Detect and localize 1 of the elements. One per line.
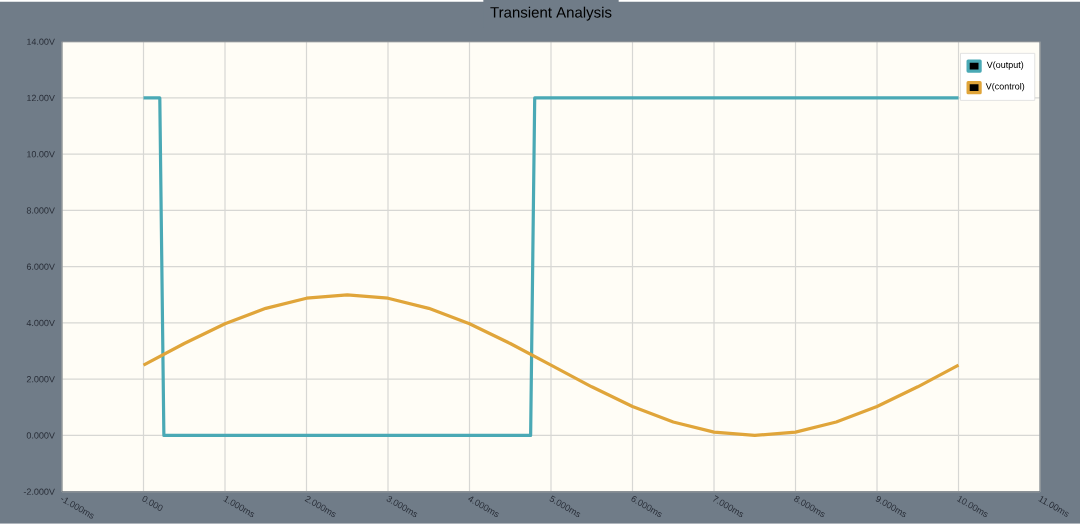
line-series bbox=[141, 293, 961, 438]
